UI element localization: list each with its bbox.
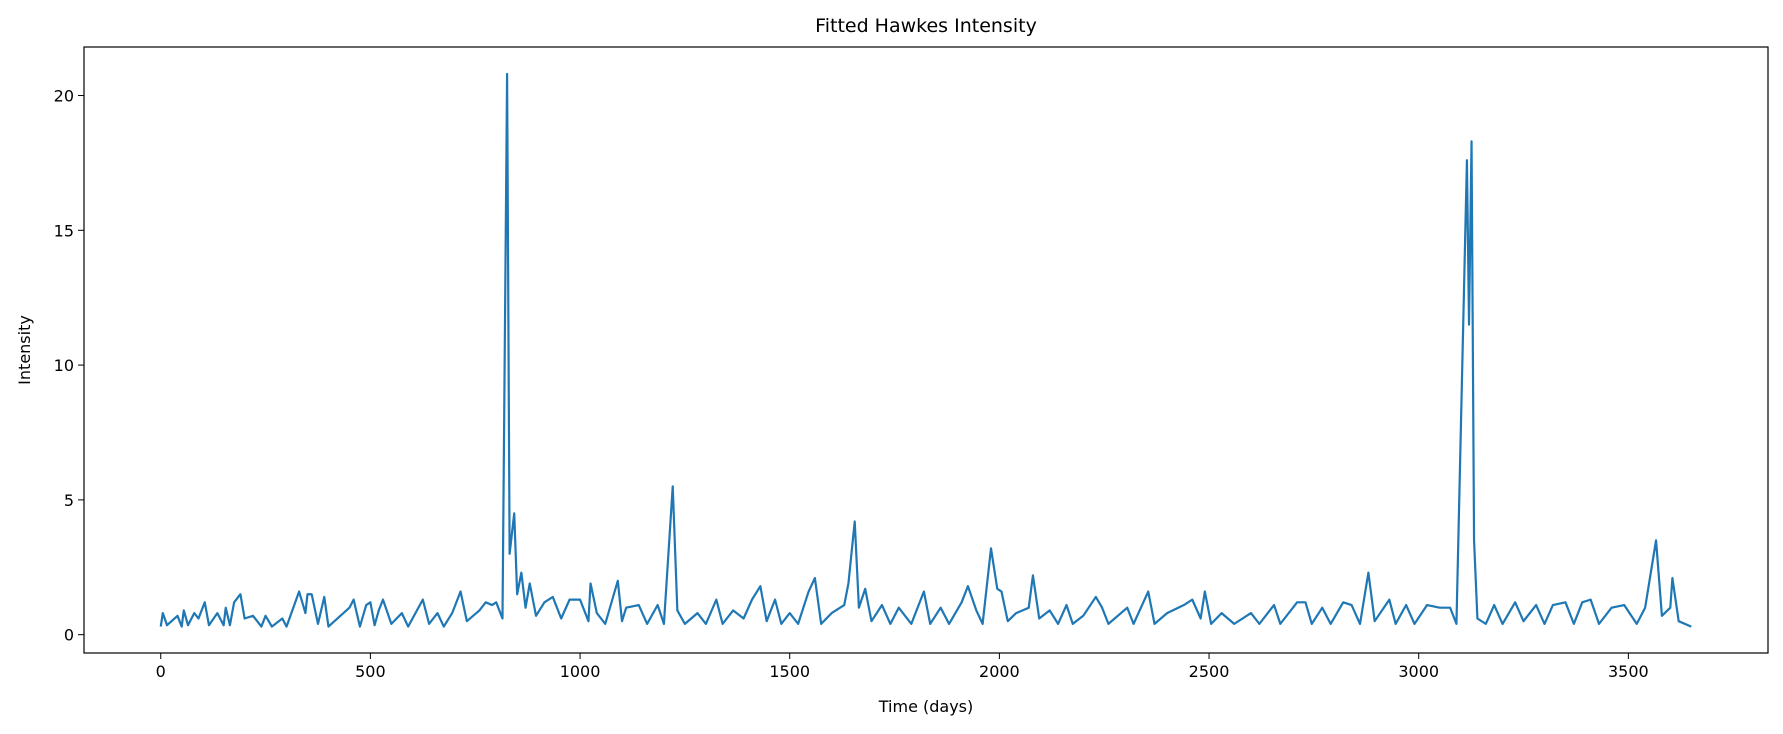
y-tick-label: 5 xyxy=(64,491,74,510)
chart-title: Fitted Hawkes Intensity xyxy=(815,15,1037,37)
y-tick-label: 15 xyxy=(54,221,74,240)
y-axis-label: Intensity xyxy=(15,315,34,385)
x-tick-label: 0 xyxy=(156,662,166,681)
x-tick-label: 2500 xyxy=(1189,662,1230,681)
line-series xyxy=(159,72,1692,628)
x-tick-label: 2000 xyxy=(979,662,1020,681)
x-axis-label: Time (days) xyxy=(878,697,974,716)
plot-frame xyxy=(83,46,1769,654)
y-tick-label: 20 xyxy=(54,87,74,106)
x-tick-label: 500 xyxy=(355,662,386,681)
x-tick-label: 1000 xyxy=(560,662,601,681)
x-tick-label: 3500 xyxy=(1608,662,1649,681)
x-tick-label: 3000 xyxy=(1398,662,1439,681)
y-tick-label: 10 xyxy=(54,356,74,375)
x-tick-label: 1500 xyxy=(769,662,810,681)
y-tick-label: 0 xyxy=(64,626,74,645)
